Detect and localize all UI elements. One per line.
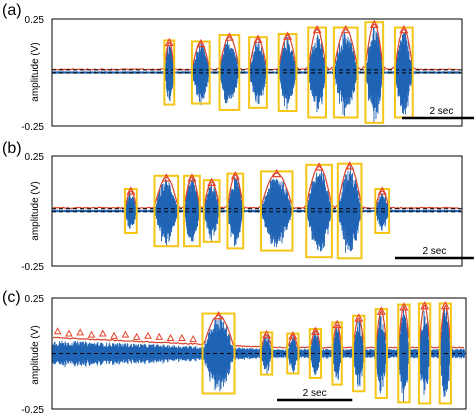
event-box <box>307 26 327 119</box>
peak-marker <box>369 19 379 28</box>
signal-trace <box>52 307 465 403</box>
peak-marker <box>196 38 206 48</box>
event-box <box>226 172 245 250</box>
noise-peak-marker <box>53 327 62 335</box>
noise-peak-marker <box>178 333 186 341</box>
scale-bar-label: 2 sec <box>422 246 446 257</box>
ytick-label-top: 0.25 <box>25 294 45 305</box>
ytick-label-bottom: -0.25 <box>21 405 44 413</box>
event-box <box>277 32 298 113</box>
noise-peak-marker <box>98 329 107 337</box>
noise-peak-marker <box>65 329 73 337</box>
peak-marker <box>230 171 240 180</box>
envelope-line <box>52 303 465 349</box>
ytick-label-top: 0.25 <box>25 15 45 26</box>
peak-marker <box>420 301 430 310</box>
peak-marker <box>161 173 171 182</box>
peak-marker <box>262 329 272 339</box>
peak-marker <box>310 326 320 335</box>
event-box <box>259 170 294 252</box>
scale-bar-label: 2 sec <box>303 388 327 399</box>
panel-label-c: (c) <box>2 289 21 306</box>
noise-peak-marker <box>76 328 85 336</box>
plot-area-frame <box>51 155 463 267</box>
peak-marker <box>399 24 409 34</box>
peak-marker <box>253 34 263 43</box>
event-box <box>374 188 391 234</box>
peak-marker <box>399 302 409 311</box>
ylabel: amplitude (V) <box>30 325 41 384</box>
event-box <box>201 312 236 395</box>
peak-marker <box>164 37 174 47</box>
event-box <box>259 331 274 376</box>
peak-marker <box>207 177 217 186</box>
peak-marker <box>376 306 386 315</box>
ytick-label-bottom: -0.25 <box>21 262 44 273</box>
peak-marker <box>332 319 342 329</box>
noise-peak-marker <box>132 332 141 340</box>
peak-marker <box>345 161 355 170</box>
noise-peak-marker <box>121 330 130 338</box>
noise-peak-marker <box>110 331 118 339</box>
ytick-label-bottom: -0.25 <box>21 122 44 133</box>
event-box <box>336 162 363 260</box>
ylabel: amplitude (V) <box>30 181 41 240</box>
event-box <box>153 174 180 248</box>
panel-label-a: (a) <box>2 2 22 19</box>
scale-bar-label: 2 sec <box>429 106 453 117</box>
peak-marker <box>440 301 450 310</box>
peak-marker <box>214 310 224 320</box>
event-box <box>183 174 201 248</box>
peak-marker <box>224 32 234 41</box>
event-box <box>332 26 359 119</box>
noise-peak-marker <box>189 335 197 343</box>
peak-marker <box>187 173 197 182</box>
envelope-line <box>52 23 460 71</box>
peak-marker <box>354 313 364 322</box>
event-box <box>397 303 411 404</box>
event-box <box>305 163 333 259</box>
peak-marker <box>314 162 324 171</box>
panel-a: (a)0.25 -0.25 amplitude (V) 2 sec <box>2 2 474 133</box>
peak-marker <box>377 186 387 195</box>
signal-trace <box>52 166 461 253</box>
event-box <box>417 302 432 405</box>
event-box <box>438 302 452 405</box>
panel-label-b: (b) <box>2 140 22 157</box>
event-box <box>190 40 211 105</box>
event-box <box>374 308 388 399</box>
ytick-label-top: 0.25 <box>25 152 45 163</box>
noise-peak-marker <box>144 331 152 339</box>
event-box <box>202 179 221 243</box>
event-box <box>218 34 241 111</box>
peak-marker <box>341 24 351 34</box>
event-box <box>163 39 176 106</box>
peak-marker <box>126 186 136 195</box>
noise-peak-marker <box>155 332 164 340</box>
event-box <box>331 321 343 386</box>
event-box <box>123 188 138 234</box>
panel-c: (c) 0.25 -0.25 amplitude (V) 2 sec <box>2 289 467 413</box>
panel-b: (b)0.25 -0.25 amplitude (V) 2 sec <box>2 140 474 273</box>
peak-marker <box>312 24 322 34</box>
noise-peak-marker <box>87 330 96 338</box>
event-box <box>308 328 323 379</box>
event-box <box>248 36 268 109</box>
noise-peak-marker <box>166 333 175 341</box>
peak-marker <box>272 168 282 178</box>
event-box <box>364 21 385 124</box>
peak-marker <box>283 31 293 40</box>
event-box <box>352 314 366 393</box>
event-box <box>286 332 300 375</box>
envelope-line <box>52 164 460 210</box>
peak-marker <box>288 330 298 340</box>
ylabel: amplitude (V) <box>30 42 41 101</box>
